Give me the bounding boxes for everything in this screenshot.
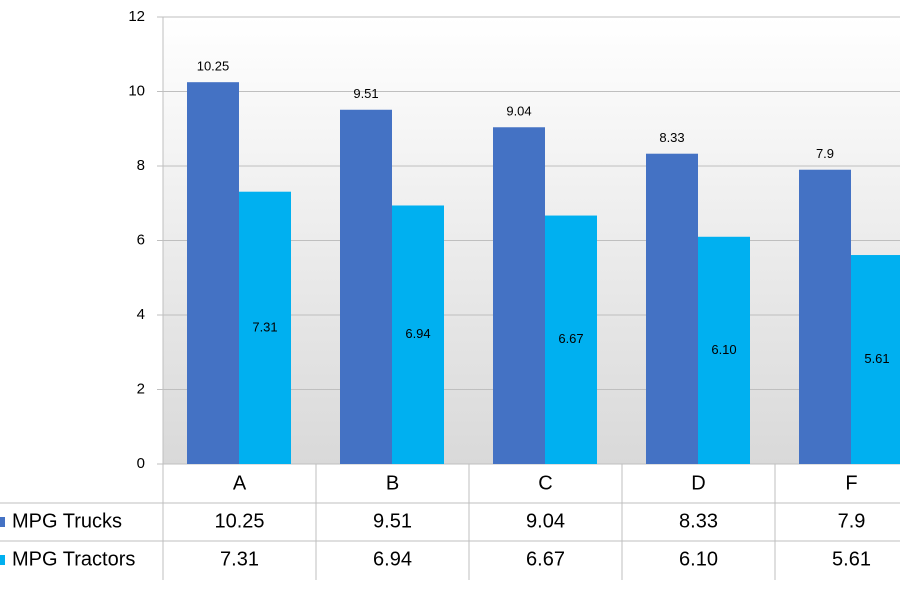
bar <box>493 127 545 464</box>
table-value: 9.04 <box>526 510 565 532</box>
data-label: 9.04 <box>506 104 531 119</box>
table-value: 7.31 <box>220 548 259 570</box>
data-label: 7.31 <box>252 319 277 334</box>
bar <box>698 236 750 464</box>
y-tick-label: 0 <box>137 455 145 472</box>
x-tick-label: A <box>233 472 247 494</box>
data-label: 9.51 <box>353 86 378 101</box>
bar <box>545 215 597 464</box>
bar <box>187 82 239 464</box>
x-tick-label: B <box>386 472 399 494</box>
legend-key <box>0 555 5 565</box>
table-value: 9.51 <box>373 510 412 532</box>
y-tick-label: 10 <box>128 82 145 99</box>
table-value: 8.33 <box>679 510 718 532</box>
bar <box>646 153 698 464</box>
data-label: 6.67 <box>558 331 583 346</box>
data-label: 6.10 <box>711 342 736 357</box>
bar <box>239 191 291 464</box>
table-value: 5.61 <box>832 548 871 570</box>
x-tick-label: F <box>845 472 857 494</box>
data-label: 10.25 <box>197 59 230 74</box>
table-value: 7.9 <box>838 510 866 532</box>
table-value: 10.25 <box>214 510 264 532</box>
y-tick-label: 4 <box>137 306 145 323</box>
bar <box>392 205 444 465</box>
table-value: 6.10 <box>679 548 718 570</box>
y-tick-label: 2 <box>137 380 145 397</box>
legend-label: MPG Tractors <box>12 548 135 570</box>
data-label: 5.61 <box>864 351 889 366</box>
data-label: 7.9 <box>816 146 834 161</box>
data-label: 8.33 <box>659 130 684 145</box>
table-value: 6.67 <box>526 548 565 570</box>
x-tick-label: D <box>691 472 705 494</box>
bar <box>799 169 851 464</box>
legend-key <box>0 517 5 527</box>
bar <box>851 255 900 464</box>
y-tick-label: 8 <box>137 157 145 174</box>
y-tick-label: 12 <box>128 8 145 25</box>
legend-label: MPG Trucks <box>12 510 122 532</box>
bar <box>340 109 392 464</box>
x-tick-label: C <box>538 472 552 494</box>
data-label: 6.94 <box>405 326 430 341</box>
table-value: 6.94 <box>373 548 412 570</box>
y-tick-label: 6 <box>137 231 145 248</box>
